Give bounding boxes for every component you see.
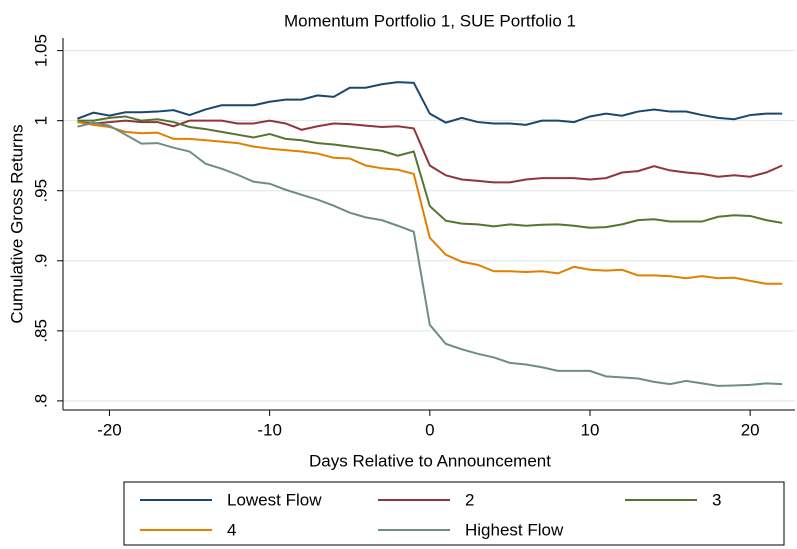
y-tick-label: .95: [31, 179, 50, 203]
y-tick-label: 1: [31, 116, 50, 125]
series-line: [77, 119, 783, 184]
legend-label: Highest Flow: [465, 520, 564, 539]
x-tick-label: 0: [425, 420, 434, 439]
legend-label: 4: [227, 520, 236, 539]
series-line: [77, 81, 783, 126]
y-tick-label: 1.05: [31, 34, 50, 67]
y-tick-label: .9: [31, 254, 50, 268]
x-tick-label: 20: [741, 420, 760, 439]
chart-title: Momentum Portfolio 1, SUE Portfolio 1: [284, 11, 576, 30]
legend-label: 3: [712, 490, 721, 509]
legend-label: 2: [465, 490, 474, 509]
x-tick-label: -10: [257, 420, 282, 439]
x-tick-label: -20: [97, 420, 122, 439]
y-axis-label: Cumulative Gross Returns: [7, 124, 26, 323]
y-tick-label: .8: [31, 394, 50, 408]
y-tick-label: .85: [31, 319, 50, 343]
x-axis-label: Days Relative to Announcement: [309, 451, 551, 470]
legend-box: [123, 481, 785, 546]
series-line: [77, 115, 783, 229]
legend-label: Lowest Flow: [227, 490, 322, 509]
series-line: [77, 121, 783, 387]
series-line: [77, 121, 783, 285]
x-tick-label: 10: [581, 420, 600, 439]
